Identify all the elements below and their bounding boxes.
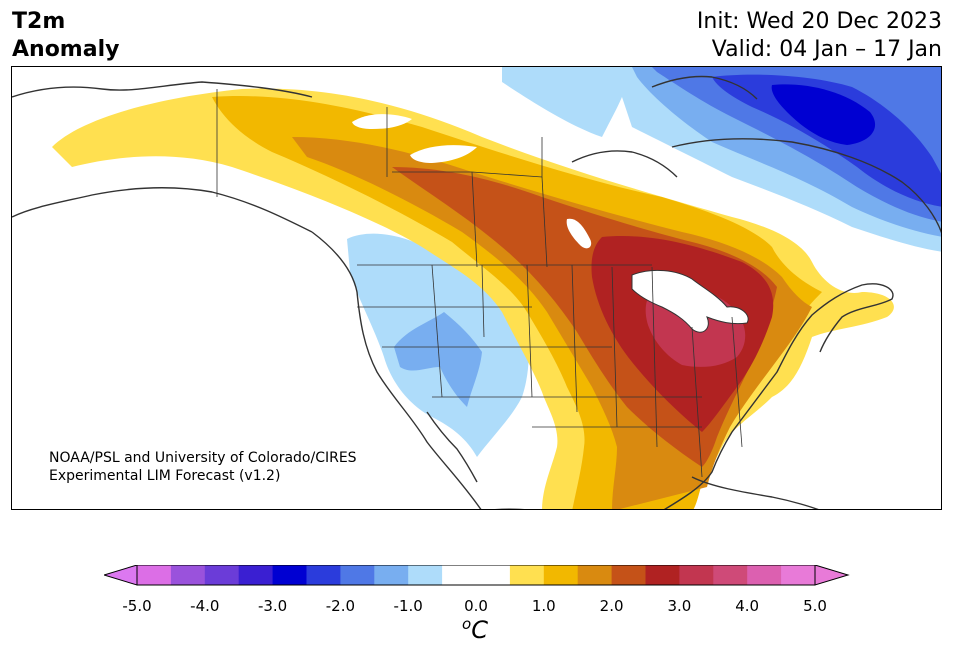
cool-region-canada-east-core <box>771 84 876 145</box>
colorbar-tick-label: -3.0 <box>257 597 288 615</box>
colorbar-tick-label: 5.0 <box>803 597 827 615</box>
colorbar-cell <box>645 565 680 585</box>
colorbar-cell <box>747 565 782 585</box>
init-date: Init: Wed 20 Dec 2023 <box>696 9 942 34</box>
colorbar-under-arrow <box>104 565 138 586</box>
colorbar-frame <box>136 565 816 586</box>
colorbar-cells <box>137 565 816 585</box>
colorbar-cell <box>577 565 613 585</box>
attribution-line-1: NOAA/PSL and University of Colorado/CIRE… <box>49 450 357 466</box>
colorbar-tick-label: -5.0 <box>122 597 152 615</box>
colorbar-unit: oC <box>462 615 488 644</box>
colorbar-cell <box>374 565 409 585</box>
colorbar-tick-label: 0.0 <box>464 597 488 615</box>
great-lakes <box>631 269 749 333</box>
cool-region-west-core <box>394 312 482 407</box>
colorbar-cell <box>543 565 579 585</box>
title-line-anomaly: Anomaly <box>12 37 120 62</box>
anomaly-map: NOAA/PSL and University of Colorado/CIRE… <box>11 66 942 510</box>
colorbar-over-arrow <box>814 565 850 586</box>
colorbar-tick-label: 1.0 <box>531 597 556 615</box>
colorbar-cell <box>611 565 646 585</box>
cool-region-northeast-arc <box>502 67 632 137</box>
great-bear-lake <box>352 114 412 129</box>
borders <box>216 89 743 478</box>
great-slave-lake <box>410 145 477 163</box>
colorbar-cell <box>272 565 307 585</box>
colorbar-cell <box>509 565 545 585</box>
colorbar-cell <box>713 565 748 585</box>
lake-winnipeg <box>566 218 592 249</box>
colorbar-tick-label: 4.0 <box>735 597 760 615</box>
colorbar <box>104 565 850 586</box>
colorbar-tick-label: 3.0 <box>667 597 692 615</box>
colorbar-tick-label: -1.0 <box>393 597 423 615</box>
title-line-variable: T2m <box>12 9 66 34</box>
colorbar-cell <box>476 565 511 585</box>
colorbar-tick-label: -2.0 <box>325 597 356 615</box>
colorbar-cell <box>442 565 477 585</box>
colorbar-cell <box>340 565 375 585</box>
colorbar-cell <box>170 565 206 585</box>
map-title: T2m Anomaly <box>12 8 119 64</box>
colorbar-cell <box>781 565 816 585</box>
colorbar-cell <box>204 565 240 585</box>
cool-region-canada-east-4 <box>712 74 941 207</box>
forecast-dates: Init: Wed 20 Dec 2023 Valid: 04 Jan – 17… <box>697 8 942 64</box>
colorbar-cell <box>679 565 714 585</box>
attribution-line-2: Experimental LIM Forecast (v1.2) <box>49 468 281 484</box>
map-canvas <box>12 67 941 509</box>
attribution: NOAA/PSL and University of Colorado/CIRE… <box>49 449 357 485</box>
colorbar-cell <box>306 565 341 585</box>
coastlines <box>12 75 941 509</box>
colorbar-cell <box>137 565 172 585</box>
colorbar-tick-label: 2.0 <box>599 597 624 615</box>
colorbar-tick-label: -4.0 <box>190 597 220 615</box>
colorbar-cell <box>408 565 443 585</box>
valid-range: Valid: 04 Jan – 17 Jan <box>711 37 942 62</box>
colorbar-cell <box>238 565 274 585</box>
